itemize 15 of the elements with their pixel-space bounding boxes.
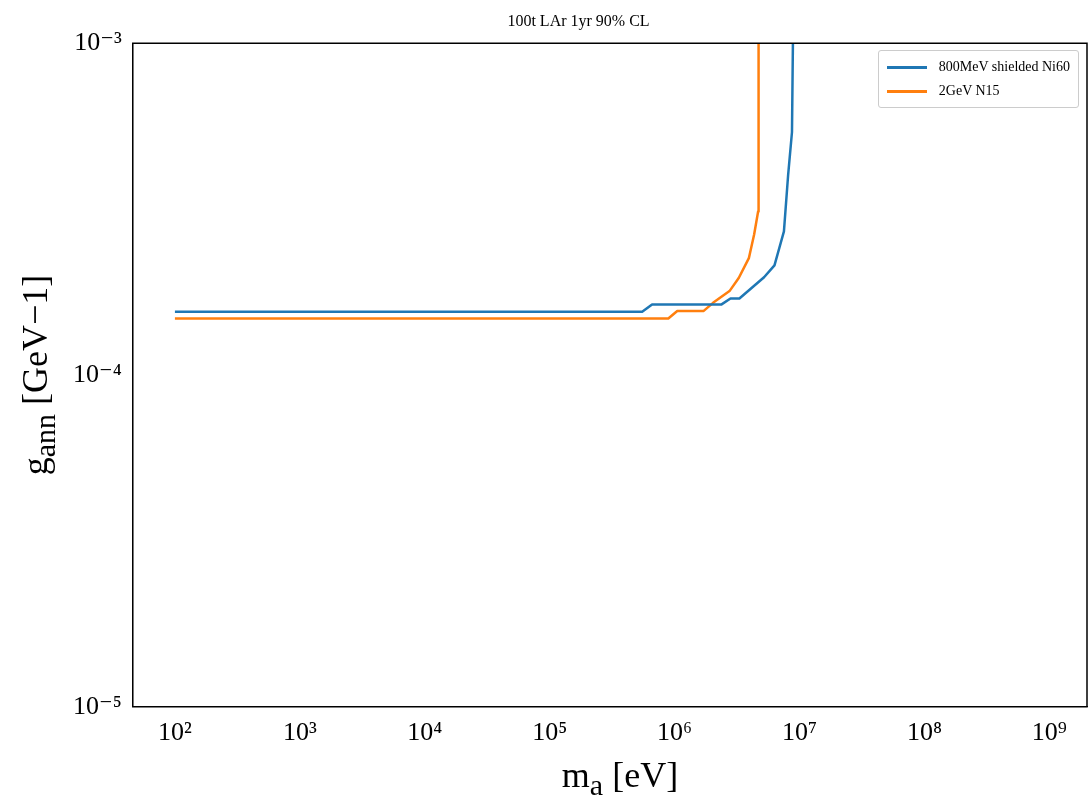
x-tick-label: 10⁸ (906, 717, 943, 747)
x-tick-label: 10⁷ (782, 717, 818, 747)
y-tick-label: 10⁻³ (74, 27, 122, 57)
x-tick-label: 10⁶ (657, 717, 693, 747)
y-tick-label: 10⁻⁵ (72, 690, 122, 720)
x-tick-label: 10⁹ (1031, 717, 1067, 747)
legend-label: 2GeV N15 (938, 82, 1000, 100)
x-tick-label: 10⁵ (532, 717, 568, 747)
x-axis-title: m$_{a}$ [eV] (561, 753, 679, 803)
legend-label: 800MeV shielded Ni60 (938, 58, 1070, 76)
x-tick-label: 10² (158, 717, 193, 747)
x-tick-label: 10³ (282, 717, 317, 747)
x-tick-label: 10⁴ (407, 717, 443, 747)
y-tick-label: 10⁻⁴ (72, 358, 122, 388)
chart-title: 100t LAr 1yr 90% CL (507, 11, 650, 30)
